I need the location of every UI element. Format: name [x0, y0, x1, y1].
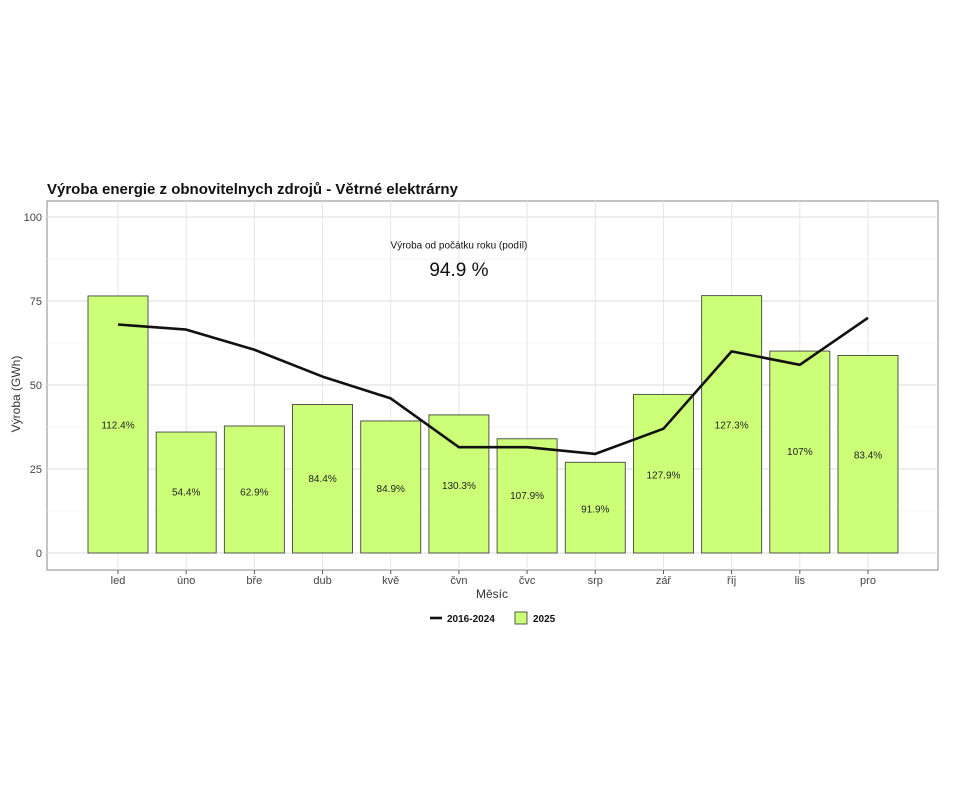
- bar-dub: [292, 404, 353, 554]
- bar-srp: [564, 461, 626, 554]
- legend-label-2025: 2025: [533, 614, 556, 625]
- bar-kvě: [360, 420, 422, 554]
- x-tick-label-bře: bře: [246, 575, 262, 587]
- legend: 2016-2024 2025: [430, 611, 556, 625]
- x-tick-label-zář: zář: [656, 575, 672, 587]
- bar-led: [87, 295, 149, 554]
- bar-label-pro: 83.4%: [854, 451, 882, 462]
- y-tick-label: 50: [30, 380, 42, 392]
- bar-label-říj: 127.3%: [715, 420, 749, 431]
- line-series-2016-2024: [117, 316, 869, 456]
- legend-box-symbol: [514, 611, 528, 625]
- x-tick-label-srp: srp: [588, 575, 603, 587]
- y-tick-label: 25: [30, 464, 42, 476]
- x-tick-label-čvn: čvn: [450, 575, 467, 587]
- y-axis-label: Výroba (GWh): [9, 356, 23, 433]
- annotation-value: 94.9 %: [429, 260, 488, 281]
- bar-čvn: [428, 414, 490, 554]
- bar-series-2025: [87, 295, 899, 554]
- bar-říj: [701, 295, 763, 554]
- bar-label-led: 112.4%: [101, 420, 134, 431]
- bar-zář: [633, 393, 694, 554]
- bar-label-lis: 107%: [787, 447, 813, 458]
- bar-pro: [837, 354, 899, 554]
- annotation-label: Výroba od počátku roku (podíl): [391, 241, 528, 252]
- bar-label-úno: 54.4%: [172, 488, 200, 499]
- y-tick-label: 0: [36, 548, 42, 560]
- bar-bře: [223, 425, 285, 554]
- bar-label-zář: 127.9%: [646, 471, 680, 482]
- x-tick-label-čvc: čvc: [519, 575, 536, 587]
- x-tick-label-kvě: kvě: [382, 575, 399, 587]
- bar-čvc: [496, 438, 558, 554]
- bar-label-bře: 62.9%: [240, 488, 268, 499]
- bar-label-dub: 84.4%: [308, 474, 336, 485]
- x-tick-label-pro: pro: [860, 575, 876, 587]
- bar-lis: [769, 350, 831, 554]
- y-tick-labels: 0 25 50 75 100: [24, 212, 42, 560]
- chart-title: Výroba energie z obnovitelnych zdrojů - …: [47, 181, 459, 198]
- bar-label-čvn: 130.3%: [442, 481, 476, 492]
- x-tick-label-úno: úno: [177, 575, 195, 587]
- x-tick-label-dub: dub: [313, 575, 331, 587]
- y-tick-label: 100: [24, 212, 42, 224]
- bar-label-čvc: 107.9%: [510, 491, 544, 502]
- bar-úno: [155, 431, 217, 554]
- y-tick-label: 75: [30, 296, 42, 308]
- x-axis-label: Měsíc: [476, 587, 508, 601]
- legend-label-2016-2024: 2016-2024: [447, 614, 495, 625]
- x-tick-label-říj: říj: [727, 575, 736, 587]
- x-tick-labels: led úno bře dub kvě čvn čvc srp zář říj lis pro: [111, 570, 876, 587]
- x-tick-label-lis: lis: [795, 575, 806, 587]
- bar-percent-labels: 112.4% 54.4% 62.9% 84.4% 84.9% 130.3% 107.9% 91…: [101, 420, 882, 515]
- x-tick-label-led: led: [111, 575, 126, 587]
- bar-label-kvě: 84.9%: [377, 484, 405, 495]
- bar-label-srp: 91.9%: [581, 504, 609, 515]
